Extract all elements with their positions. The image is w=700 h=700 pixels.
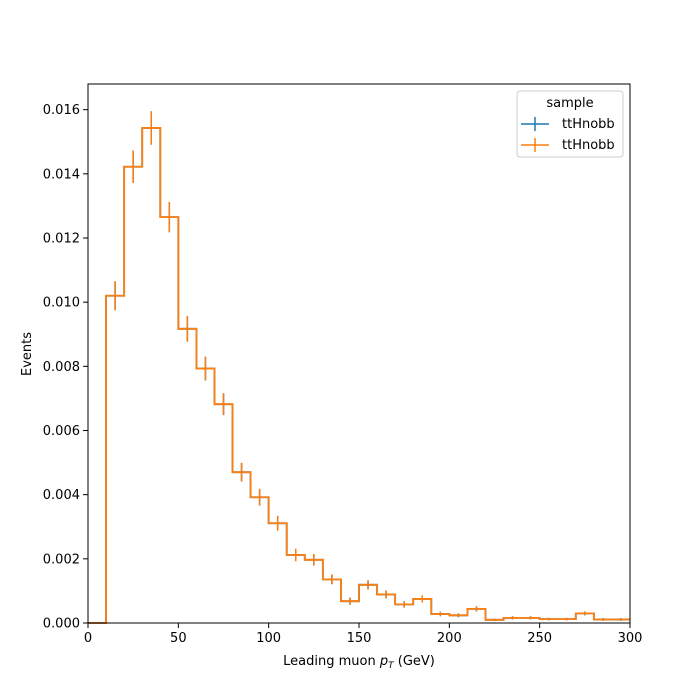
x-tick-label: 150 <box>347 631 372 646</box>
y-axis-ticks: 0.000 0.002 0.004 0.006 0.008 0.010 0.012 0.014… <box>43 103 88 632</box>
legend-entry-1: ttHnobb <box>521 117 615 132</box>
x-axis-label-unit: (GeV) <box>394 654 435 669</box>
legend-label-2: ttHnobb <box>562 138 615 153</box>
x-tick-label: 200 <box>437 631 462 646</box>
series-2-step-line <box>88 127 630 624</box>
y-tick-label: 0.008 <box>43 360 80 375</box>
y-tick-label: 0.002 <box>43 552 80 567</box>
x-axis-label-main: Leading muon <box>283 654 380 669</box>
legend: sample ttHnobb ttHnobb <box>516 90 624 158</box>
y-tick-label: 0.016 <box>43 103 80 118</box>
x-axis-label-sub: T <box>388 661 395 671</box>
y-tick-label: 0.012 <box>43 232 80 247</box>
x-axis-ticks: 0 50 100 150 200 250 300 <box>84 623 643 646</box>
x-tick-label: 0 <box>84 631 92 646</box>
series-layer <box>88 127 630 624</box>
errorbar-layer <box>114 111 622 622</box>
x-tick-label: 50 <box>170 631 187 646</box>
y-axis-label: Events <box>20 332 35 376</box>
legend-title: sample <box>546 96 593 111</box>
legend-entry-2: ttHnobb <box>521 138 615 153</box>
x-axis-label: Leading muon pT (GeV) <box>283 654 435 671</box>
x-tick-label: 250 <box>527 631 552 646</box>
x-tick-label: 100 <box>256 631 281 646</box>
y-tick-label: 0.004 <box>43 488 80 503</box>
y-tick-label: 0.010 <box>43 296 80 311</box>
legend-label-1: ttHnobb <box>562 117 615 132</box>
y-tick-label: 0.006 <box>43 424 80 439</box>
y-tick-label: 0.000 <box>43 617 80 632</box>
legend-box <box>516 90 624 158</box>
x-axis-label-p: p <box>379 654 388 669</box>
x-tick-label: 300 <box>618 631 643 646</box>
y-tick-label: 0.014 <box>43 167 80 182</box>
plot-area <box>88 84 630 623</box>
